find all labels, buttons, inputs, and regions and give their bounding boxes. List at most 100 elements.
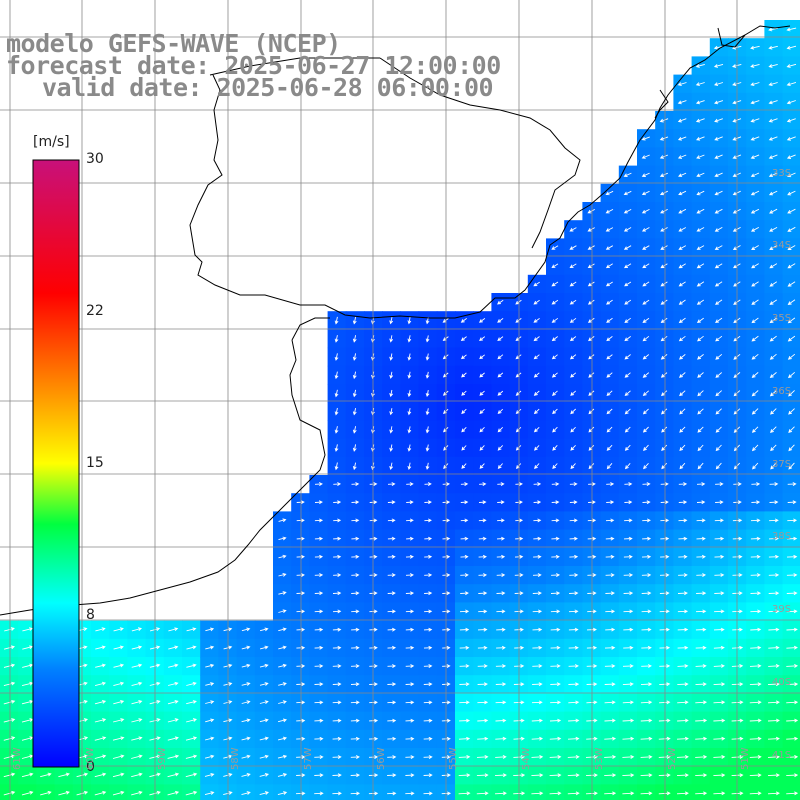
wind-arrow [533,336,540,342]
wind-arrow [623,227,632,232]
wind-arrow [642,299,650,305]
wind-arrow [696,208,705,214]
wind-arrow [749,791,762,796]
wind-arrow [606,299,613,305]
wind-arrow [623,591,634,596]
wind-arrow [605,227,614,232]
wind-arrow [640,700,653,705]
wind-arrow [241,663,251,668]
wind-arrow [131,699,143,705]
wind-arrow [696,500,706,505]
wind-arrow [131,627,142,632]
wind-cell [455,784,474,800]
wind-arrow [786,754,799,759]
wind-arrow [423,682,433,687]
wind-arrow [641,190,650,196]
wind-arrow [751,372,759,379]
wind-cell [54,784,74,800]
wind-arrow [696,227,705,232]
wind-arrow [314,591,324,596]
wind-arrow [460,354,467,360]
wind-arrow [477,664,488,668]
wind-arrow [695,773,708,778]
wind-arrow [604,773,617,778]
wind-arrow [3,645,15,650]
wind-arrow [223,663,233,668]
wind-arrow [352,462,357,471]
wind-arrow [551,336,558,342]
wind-arrow [786,573,798,577]
wind-arrow [642,536,652,541]
wind-arrow [786,154,796,159]
wind-arrow [496,554,506,559]
wind-arrow [532,645,543,650]
wind-arrow [406,482,414,486]
wind-arrow [334,353,339,361]
wind-arrow [678,227,687,232]
wind-arrow [496,627,506,632]
wind-arrow [786,591,798,596]
wind-arrow [259,718,269,723]
wind-arrow [259,645,269,650]
wind-arrow [787,208,796,214]
wind-arrow [604,718,616,723]
wind-arrow [769,518,779,523]
wind-arrow [405,573,414,577]
wind-arrow [551,354,558,360]
wind-arrow [587,245,595,250]
wind-arrow [715,353,723,360]
wind-arrow [533,518,542,523]
wind-arrow [678,245,687,250]
wind-arrow [460,573,469,577]
wind-arrow [241,754,251,759]
wind-arrow [570,390,577,396]
wind-arrow [479,336,486,341]
wind-arrow [277,736,288,741]
wind-arrow [697,372,704,378]
wind-arrow [713,645,725,650]
wind-arrow [459,718,471,723]
wind-arrow [405,718,415,723]
wind-arrow [767,773,780,778]
wind-arrow [788,444,795,452]
wind-arrow [606,408,613,415]
wind-arrow [622,664,634,668]
wind-arrow [497,445,504,451]
wind-arrow [640,791,653,796]
wind-arrow [22,663,34,668]
wind-arrow [405,773,415,778]
wind-arrow [677,627,689,632]
wind-arrow [659,190,668,196]
wind-arrow [425,408,430,416]
wind-arrow [570,463,576,470]
wind-arrow [751,408,759,415]
wind-arrow [567,791,580,796]
wind-arrow [586,682,598,687]
wind-arrow [713,718,726,723]
wind-arrow [550,591,561,596]
wind-arrow [642,263,650,269]
wind-arrow [352,353,357,361]
wind-arrow [768,609,780,614]
wind-arrow [769,317,777,324]
wind-arrow [205,718,215,723]
wind-arrow [459,664,470,668]
wind-arrow [750,573,761,577]
wind-cell [527,784,547,800]
wind-arrow [661,444,668,451]
wind-arrow [460,518,469,523]
wind-arrow [713,627,725,632]
lat-label-39s: 39S [772,604,792,615]
wind-cell [273,784,292,800]
wind-arrow [567,773,580,778]
wind-arrow [622,791,635,796]
wind-arrow [296,700,306,705]
wind-arrow [569,518,578,523]
wind-arrow [241,700,251,705]
wind-cell [327,784,347,800]
wind-arrow [550,700,562,705]
wind-arrow [605,591,615,596]
wind-arrow [425,371,430,379]
wind-arrow [660,227,668,232]
